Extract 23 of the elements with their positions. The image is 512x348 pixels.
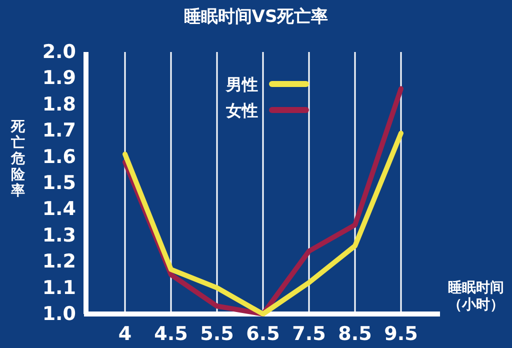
- y-tick-label: 1.9: [42, 67, 76, 90]
- x-tick-label: 8.5: [338, 323, 372, 345]
- y-tick-label: 1.5: [42, 172, 76, 194]
- y-tick-label: 1.2: [42, 250, 76, 273]
- legend-label: 女性: [225, 101, 258, 120]
- y-tick-label: 1.3: [42, 224, 76, 246]
- x-tick-label: 5.5: [200, 323, 234, 345]
- y-tick-label: 1.4: [42, 198, 76, 220]
- y-tick-label: 1.7: [42, 120, 76, 142]
- y-tick-label: 1.0: [42, 303, 76, 325]
- y-tick-label: 1.1: [42, 276, 76, 299]
- x-tick-label: 4.5: [154, 323, 188, 345]
- x-tick-label: 4: [118, 323, 132, 345]
- x-tick-label: 6.5: [246, 323, 280, 345]
- y-tick-label: 2.0: [42, 41, 76, 63]
- y-tick-label: 1.8: [42, 93, 76, 116]
- chart-title: 睡眠时间VS死亡率: [184, 7, 328, 27]
- x-tick-label: 7.5: [292, 323, 326, 345]
- x-axis-title: 睡眠时间（小时）: [448, 280, 504, 313]
- y-axis-title: 死亡危险率: [10, 119, 26, 199]
- x-tick-label: 9.5: [384, 323, 418, 345]
- legend-label: 男性: [225, 75, 258, 94]
- y-tick-label: 1.6: [42, 146, 76, 168]
